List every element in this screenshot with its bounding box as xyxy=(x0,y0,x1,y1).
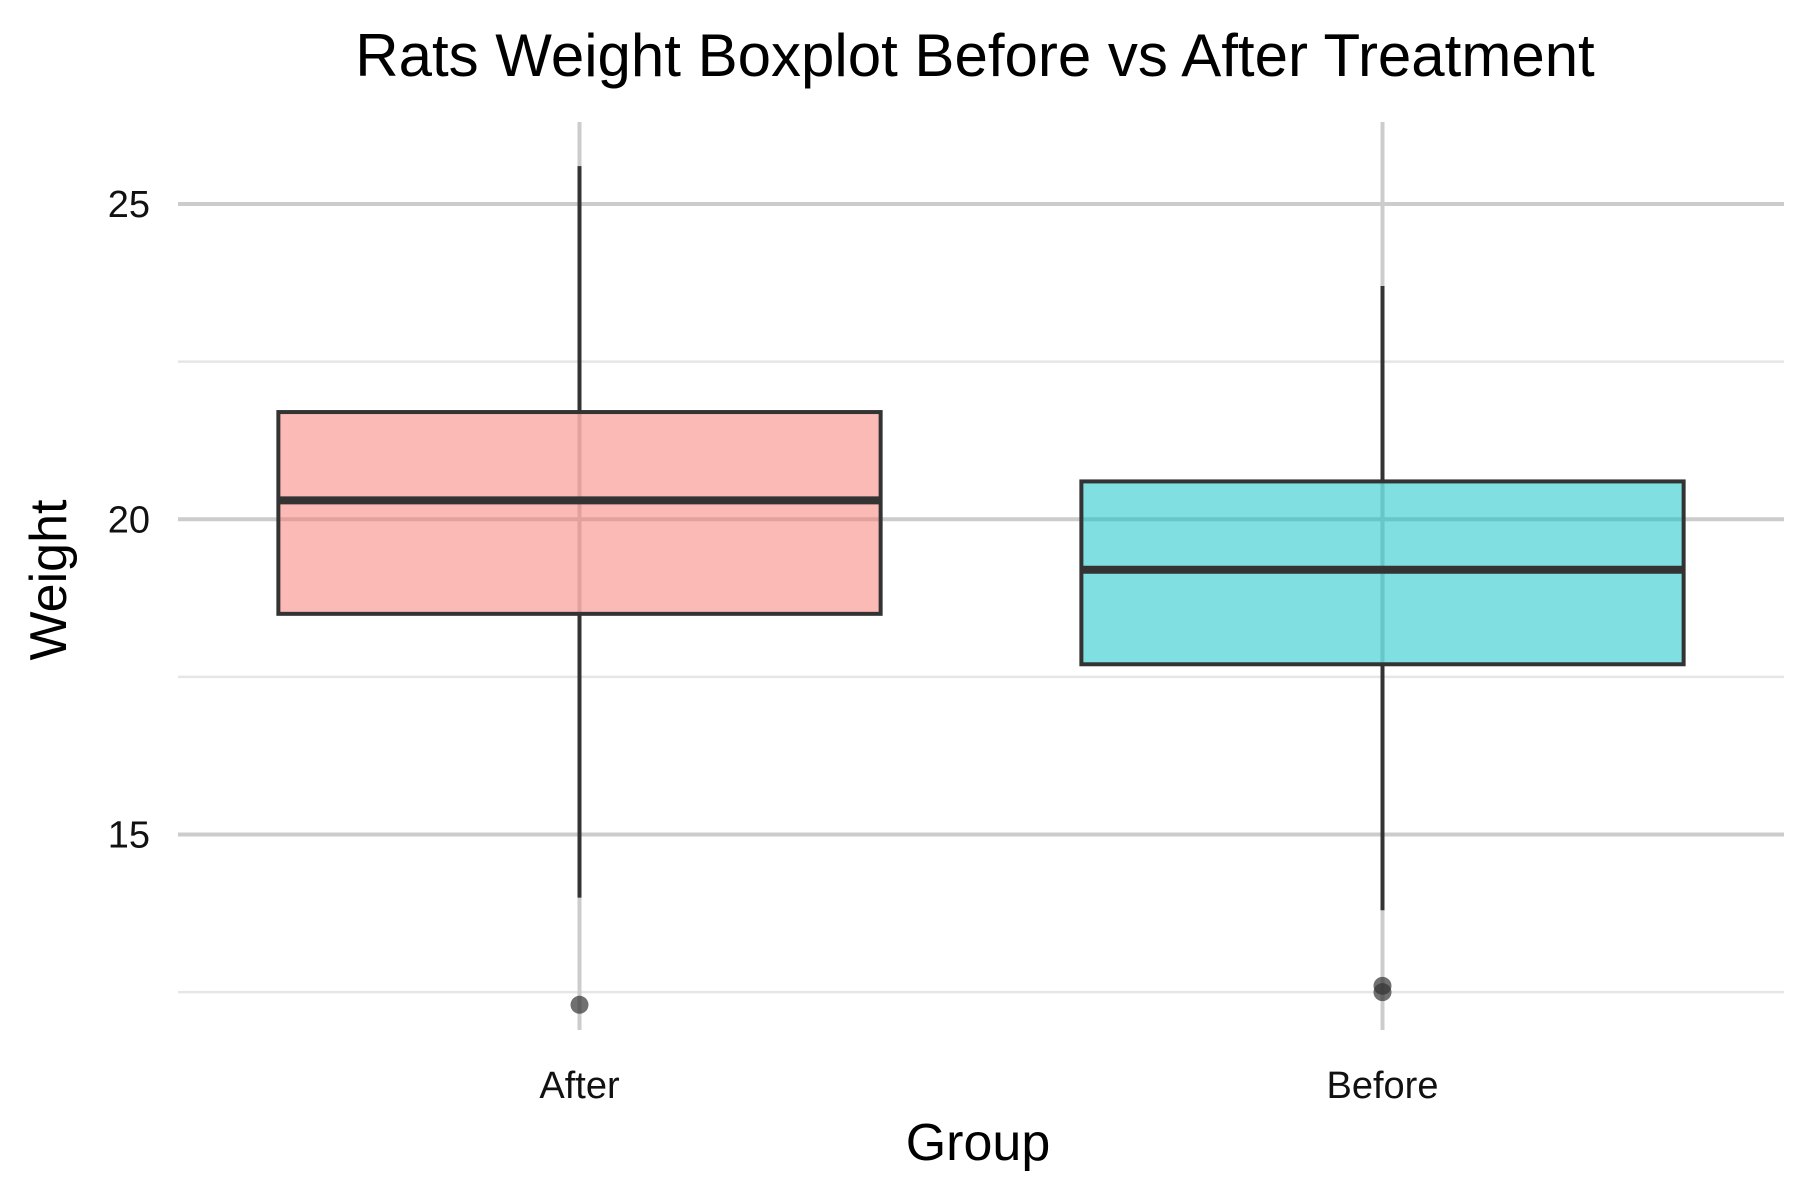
box xyxy=(276,410,883,616)
x-tick-label: After xyxy=(539,1065,620,1107)
outlier-point xyxy=(1373,983,1392,1002)
label-layer: Rats Weight Boxplot Before vs After Trea… xyxy=(20,22,1595,1172)
box-group-before xyxy=(1079,285,1686,1002)
x-axis-title: Group xyxy=(906,1114,1051,1172)
x-tick-label: Before xyxy=(1327,1065,1439,1107)
chart-title: Rats Weight Boxplot Before vs After Trea… xyxy=(355,22,1595,89)
y-tick-label: 25 xyxy=(108,184,150,226)
outlier-point xyxy=(570,995,589,1014)
y-tick-label: 15 xyxy=(108,815,150,857)
box-group-after xyxy=(276,166,883,1014)
y-tick-label: 20 xyxy=(108,499,150,541)
y-axis-title: Weight xyxy=(20,499,78,660)
box-layer xyxy=(276,166,1686,1014)
